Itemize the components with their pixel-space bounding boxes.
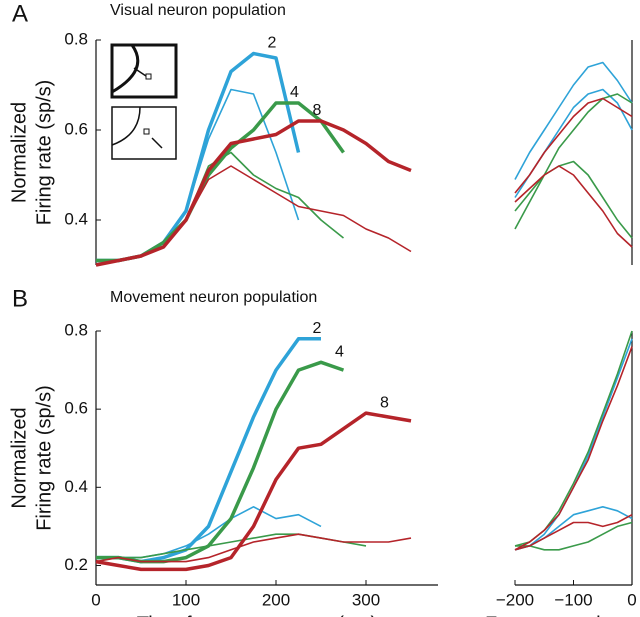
y-tick-label: 0.4 <box>64 209 88 228</box>
x-tick-label: 200 <box>262 590 290 609</box>
series-line <box>95 165 412 266</box>
y-tick-label: 0.8 <box>64 320 88 339</box>
y-tick-label: 0.6 <box>64 399 88 418</box>
x-tick-label: 0 <box>91 590 100 609</box>
series-line <box>96 506 322 559</box>
series-line <box>514 61 633 180</box>
series-line <box>96 51 301 263</box>
y-tick-label: 0.2 <box>64 555 88 574</box>
y-axis-label: Firing rate (sp/s) <box>33 385 55 531</box>
series-line <box>514 165 633 248</box>
series-line <box>514 330 633 547</box>
x-tick-label: −100 <box>554 590 592 609</box>
series-line <box>514 93 633 230</box>
series-label: 4 <box>335 343 344 360</box>
x-tick-label: 300 <box>352 590 380 609</box>
series-label: 2 <box>313 320 322 337</box>
chart-title: Visual neuron population <box>110 2 286 19</box>
series-label: 2 <box>268 35 277 52</box>
series-line <box>95 533 412 563</box>
y-axis-label: Normalized <box>8 102 30 203</box>
series-label: 8 <box>313 102 322 119</box>
y-tick-label: 0.8 <box>64 29 88 48</box>
chart-title: Movement neuron population <box>110 289 317 306</box>
y-axis-label: Normalized <box>8 407 30 508</box>
series-line <box>514 97 633 194</box>
y-tick-label: 0.4 <box>64 477 88 496</box>
x-tick-label: 0 <box>627 590 636 609</box>
y-tick-label: 0.6 <box>64 119 88 138</box>
x-axis-label: From saccade <box>485 613 612 617</box>
x-axis-label: Time from array onset (ms) <box>137 613 377 617</box>
series-line <box>96 101 345 263</box>
y-axis-label: Firing rate (sp/s) <box>33 80 55 226</box>
series-line <box>96 360 345 564</box>
panel-label: A <box>12 0 28 27</box>
x-tick-label: 100 <box>172 590 200 609</box>
series-line <box>95 119 412 267</box>
series-line <box>514 346 633 551</box>
series-line <box>514 513 633 551</box>
series-line <box>96 337 321 564</box>
series-line <box>96 533 367 559</box>
series-label: 8 <box>380 394 389 411</box>
series-label: 4 <box>290 84 299 101</box>
series-line <box>514 338 633 551</box>
series-line <box>514 160 633 239</box>
panel-label: B <box>12 285 28 312</box>
series-line <box>515 521 633 551</box>
series-line <box>96 151 344 262</box>
inset-icons <box>110 43 178 160</box>
x-tick-label: −200 <box>496 590 534 609</box>
series-line <box>95 411 412 572</box>
